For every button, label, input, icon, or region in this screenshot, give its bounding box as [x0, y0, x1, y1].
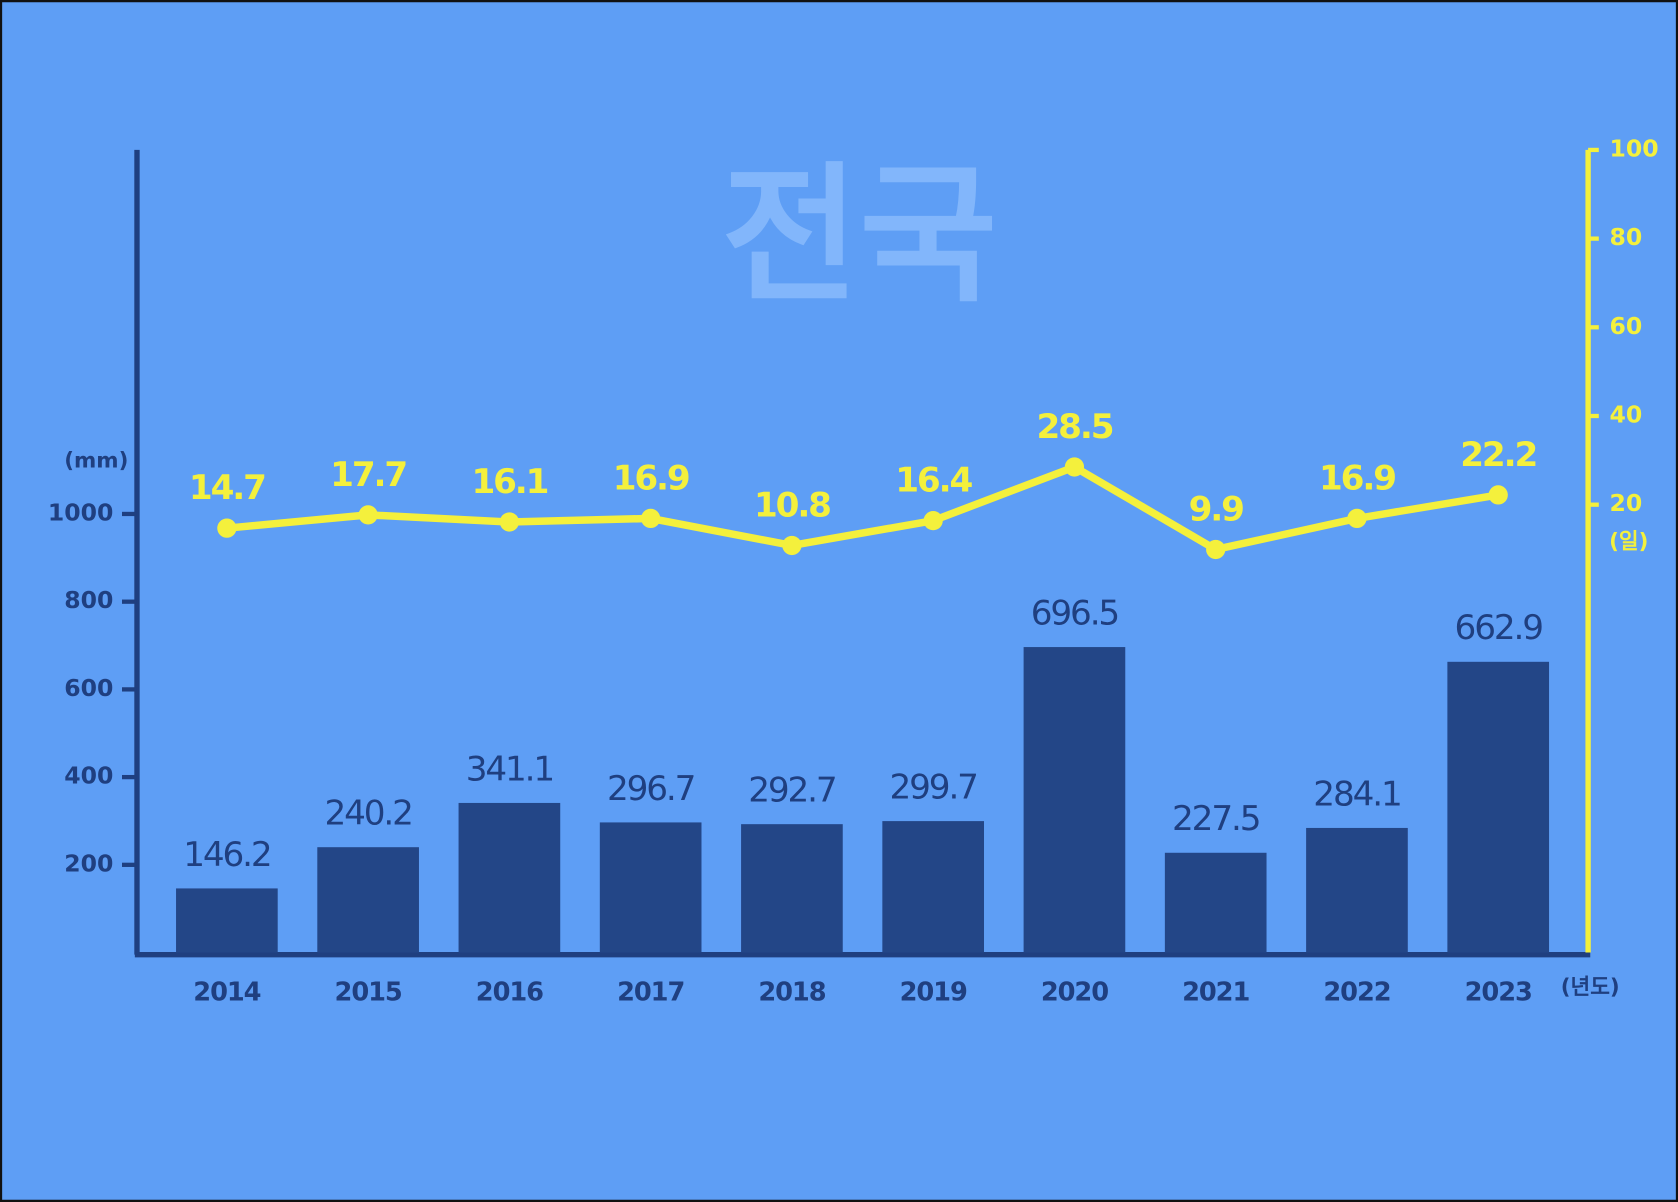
line-value-label: 28.5: [1036, 407, 1112, 447]
y-tick-label: 400: [64, 762, 113, 790]
y2-unit: (일): [1609, 530, 1648, 555]
line-point: [1488, 485, 1508, 505]
line-value-label: 9.9: [1189, 489, 1244, 529]
bar: [317, 847, 419, 953]
x-tick-label: 2014: [193, 978, 260, 1008]
y-tick-label: 800: [64, 586, 113, 614]
x-unit: (년도): [1561, 975, 1620, 1000]
bar-value-label: 292.7: [748, 771, 835, 811]
line-value-label: 16.1: [471, 462, 547, 502]
line: [226, 463, 1499, 554]
y2-tick-label: 80: [1610, 223, 1643, 251]
y-tick-label: 600: [64, 674, 113, 702]
x-tick-label: 2016: [476, 978, 543, 1008]
x-tick-label: 2018: [758, 978, 825, 1008]
bar: [176, 888, 278, 953]
line-point: [782, 535, 802, 556]
bar: [741, 824, 843, 953]
line-value-label: 16.4: [895, 461, 972, 501]
bar: [599, 822, 702, 953]
bar: [458, 802, 561, 953]
line-point: [217, 518, 237, 538]
bar: [1447, 661, 1550, 953]
bar-value-label: 240.2: [324, 794, 411, 834]
line-point: [923, 511, 943, 531]
line-value-label: 17.7: [330, 455, 406, 495]
y-tick-label: 200: [64, 849, 113, 877]
bar-value-label: 146.2: [183, 835, 270, 875]
bar-value-label: 696.5: [1031, 593, 1118, 633]
line-point: [499, 512, 520, 532]
line-point: [641, 508, 661, 529]
x-tick-label: 2015: [335, 978, 402, 1008]
line-point: [1064, 457, 1085, 477]
bar: [1164, 852, 1267, 953]
x-tick-label: 2021: [1182, 978, 1249, 1008]
bar: [1306, 827, 1408, 953]
bar-value-label: 227.5: [1172, 799, 1259, 839]
bar-value-label: 296.7: [607, 769, 694, 809]
line-value-label: 14.7: [189, 468, 265, 508]
line-point: [358, 505, 378, 525]
x-tick-label: 2022: [1323, 978, 1390, 1008]
x-tick-label: 2020: [1041, 978, 1108, 1008]
x-tick-label: 2017: [617, 978, 684, 1008]
line-value-label: 22.2: [1460, 435, 1536, 475]
x-tick-label: 2023: [1465, 978, 1532, 1008]
y2-tick-label: 20: [1610, 489, 1643, 517]
bar-value-label: 284.1: [1313, 774, 1400, 814]
y-tick-label: 1000: [48, 498, 114, 526]
y2-tick-label: 100: [1610, 134, 1659, 162]
line-point: [1347, 508, 1367, 529]
bar-value-label: 341.1: [466, 749, 553, 789]
bar-value-label: 299.7: [890, 767, 977, 807]
bar: [1023, 647, 1126, 953]
chart-title: 전국: [722, 149, 998, 323]
x-tick-label: 2019: [900, 978, 967, 1008]
line-value-label: 16.9: [1319, 458, 1395, 498]
line-value-label: 10.8: [754, 485, 830, 525]
line-point: [1206, 539, 1226, 560]
line-value-label: 16.9: [613, 458, 689, 498]
y-unit: (mm): [64, 448, 128, 473]
y2-tick-label: 60: [1610, 312, 1643, 340]
bar: [882, 821, 985, 953]
bar-value-label: 662.9: [1455, 608, 1543, 648]
y2-tick-label: 40: [1610, 400, 1643, 428]
